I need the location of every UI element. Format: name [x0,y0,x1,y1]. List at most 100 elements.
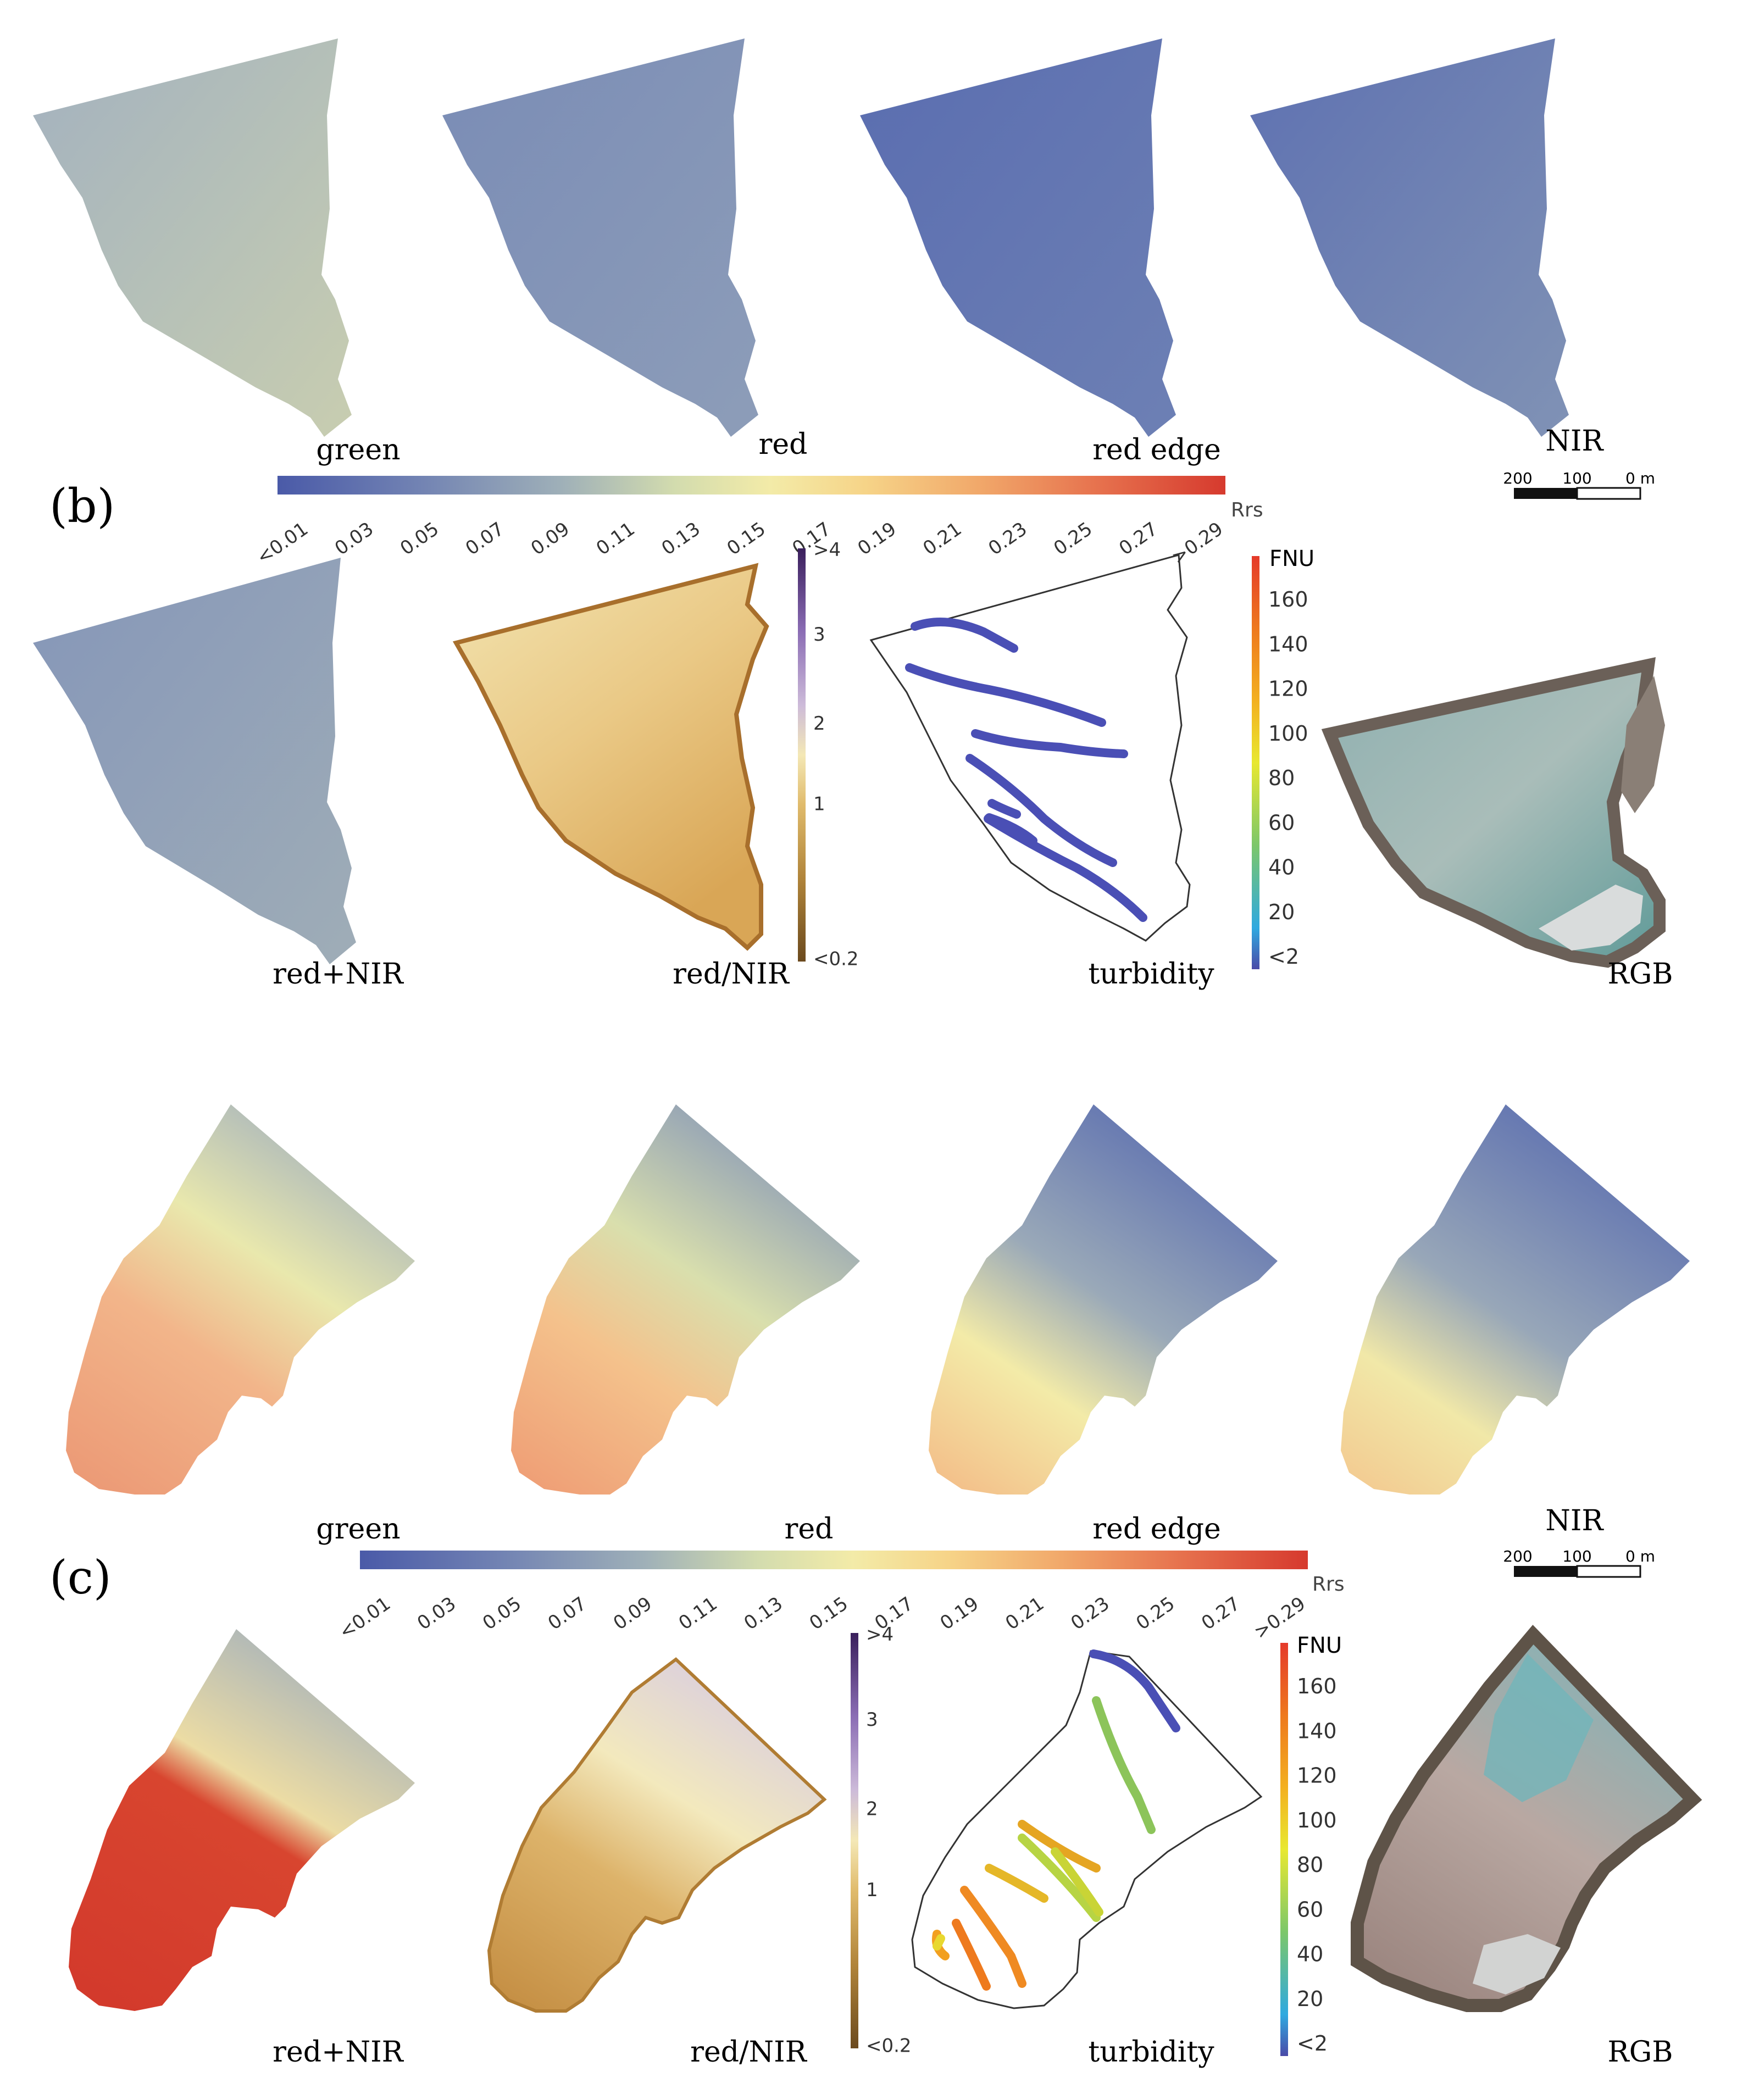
panel-b-turbidity-outline [869,554,1191,942]
panel-c-rrs-ticks: <0.01 0.03 0.05 0.07 0.09 0.11 0.13 0.15 0.17 0.1… [335,1593,1309,1644]
panel-b-red-over-nir-map [452,563,769,951]
panel-c-label: (c) [49,1551,112,1604]
panel-b-rrs-tick: 0.25 [1050,518,1096,560]
panel-b-track-5 [987,799,1021,819]
panel-b-fnu-tick: 60 [1268,810,1295,835]
panel-b-rrs-colorbar [278,476,1225,495]
panel-b-rrs-tick: 0.05 [396,518,443,560]
panel-b-track-4 [965,754,1117,867]
panel-b-track-7 [984,814,1147,922]
panel-c-rrs-tick: 0.13 [740,1593,787,1635]
panel-b-label: (b) [49,479,115,533]
panel-c-ratio-tick: 2 [866,1798,878,1820]
panel-b-rrs-unit: Rrs [1231,499,1263,521]
panel-c-rrs-tick: 0.25 [1132,1593,1179,1635]
panel-c-fnu-tick: 60 [1297,1897,1323,1921]
panel-b-track-2 [905,663,1106,727]
panel-c-rrs-tick: <0.01 [335,1593,395,1644]
panel-b-ratio-tick: <0.2 [813,948,859,970]
panel-c-red-nir-map [69,1629,415,2011]
panel-b-rrs-tick: >0.29 [1168,518,1227,569]
panel-c-fnu-tick: <2 [1297,2031,1328,2055]
panel-c-track-7 [960,1886,1026,1988]
panel-b-fnu-tick: <2 [1268,945,1299,969]
panel-b-ratio-tick: 1 [813,793,825,815]
panel-c-fnu-ticks: 160 140 120 100 80 60 40 20 <2 [1297,1674,1337,2055]
panel-c-fnu-tick: 20 [1297,1987,1323,2011]
panel-b-scalebar-0m: 0 m [1625,469,1655,487]
panel-b-fnu-tick: 160 [1268,587,1308,612]
panel-c-rrs-tick: 0.11 [675,1593,722,1635]
panel-b-rrs-tick: 0.13 [658,518,704,560]
panel-c-fnu-tick: 40 [1297,1942,1323,1966]
panel-c: green red red edge NIR (c) Rrs <0.01 0.03… [49,1104,1702,2069]
panel-b-fnu-unit: FNU [1269,546,1314,571]
panel-c-rrs-tick: 0.19 [936,1593,983,1635]
panel-b-nir-map [1250,38,1569,437]
panel-b-rrs-tick: <0.01 [253,518,312,569]
panel-b-red-edge-map [860,38,1176,437]
panel-b-green-title: green [316,434,400,466]
panel-b-rrs-tick: 0.21 [919,518,965,560]
panel-c-fnu-tick: 80 [1297,1853,1323,1877]
panel-b-fnu-tick: 80 [1268,766,1295,790]
panel-c-rrs-tick: 0.09 [609,1593,656,1635]
panel-c-track-6 [985,1864,1048,1903]
panel-b-fnu-ticks: 160 140 120 100 80 60 40 20 <2 [1268,587,1308,969]
panel-b-turbidity-title: turbidity [1088,958,1214,991]
panel-b-rrs-tick: 0.09 [527,518,574,560]
panel-b-scalebar-100: 100 [1562,469,1591,487]
panel-c-scalebar-100: 100 [1562,1547,1591,1565]
panel-b-rrs-tick: 0.15 [723,518,770,560]
panel-b-fnu-colorbar [1252,556,1259,969]
panel-c-red-edge-map [929,1104,1278,1495]
panel-c-fnu-tick: 100 [1297,1808,1337,1832]
panel-c-rrs-unit: Rrs [1312,1573,1345,1596]
panel-c-scalebar-0m: 0 m [1625,1547,1655,1565]
panel-c-ratio-tick: 3 [866,1709,878,1731]
panel-c-red-map [511,1104,860,1495]
panel-c-turbidity-title: turbidity [1088,2036,1214,2069]
panel-c-rrs-tick: 0.03 [413,1593,460,1635]
panel-c-track-8 [952,1919,991,1991]
panel-c-green-title: green [316,1513,400,1546]
panel-c-red-edge-title: red edge [1092,1513,1221,1546]
panel-b-ratio-tick: 2 [813,713,825,735]
panel-b-rrs-tick: 0.19 [854,518,901,560]
panel-b-ratio-ticks: >4 3 2 1 <0.2 [813,539,859,970]
panel-b-rrs-ticks: <0.01 0.03 0.05 0.07 0.09 0.11 0.13 0.15 0.17 0.1… [253,518,1227,569]
panel-b-rrs-tick: 0.07 [462,518,508,560]
panel-c-rrs-tick: 0.15 [806,1593,852,1635]
panel-b-ratio-tick: >4 [813,539,841,561]
panel-c-track-3 [1018,1820,1101,1873]
panel-b-ratio-tick: 3 [813,624,825,646]
panel-b-rgb-title: RGB [1608,958,1673,991]
panel-b-red-nir-map [33,558,356,964]
panel-c-track-2 [1092,1696,1156,1834]
panel-c-ratio-colorbar [851,1633,858,2048]
panel-b-track-3 [971,729,1128,758]
panel-b-fnu-tick: 140 [1268,632,1308,656]
panel-c-track-5 [1051,1847,1103,1916]
panel-c-fnu-unit: FNU [1297,1633,1342,1658]
panel-c-ratio-tick: <0.2 [866,2035,912,2057]
panel-c-fnu-tick: 160 [1297,1674,1337,1698]
panel-b-fnu-tick: 20 [1268,900,1295,924]
panel-b-rgb-shore-right [1621,676,1665,813]
panel-b-rrs-tick: 0.03 [331,518,378,560]
panel-c-track-1 [1089,1649,1180,1732]
panel-c-ratio-tick: 1 [866,1879,878,1901]
panel-c-rrs-tick: 0.27 [1197,1593,1244,1635]
panel-b-red-edge-title: red edge [1092,434,1221,466]
panel-c-scalebar-200: 200 [1503,1547,1532,1565]
panel-b-rrs-tick: 0.23 [984,518,1031,560]
panel-c-red-over-nir-map [487,1657,827,2013]
panel-c-turbidity-tracks [932,1649,1180,1991]
panel-b-green-map [33,38,352,437]
panel-c-red-title: red [785,1513,834,1546]
panel-c-nir-title: NIR [1545,1504,1604,1537]
panel-c-ratio-ticks: >4 3 2 1 <0.2 [866,1624,912,2057]
panel-b-scalebar-200: 200 [1503,469,1532,487]
panel-b-red-map [442,38,758,437]
